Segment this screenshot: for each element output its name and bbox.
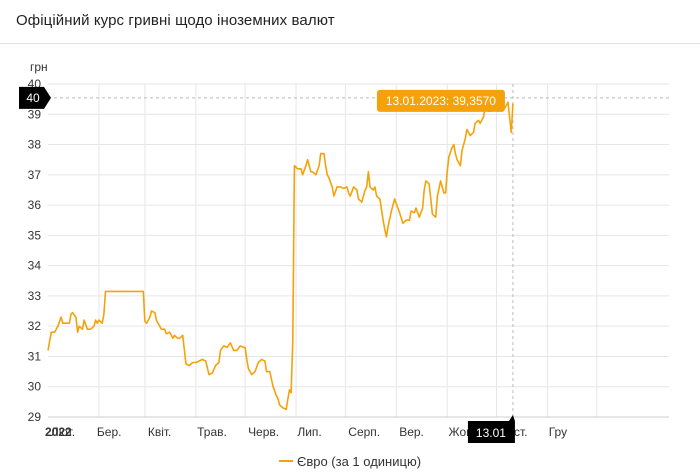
y-tick-label: 31 [28,349,42,363]
crosshair-x-text: 13.01 [476,426,506,440]
x-tick-label: Лют. [51,425,75,439]
grid [48,83,669,418]
x-tick-label: Серп. [348,425,380,439]
y-tick-label: 35 [28,228,42,242]
tooltip-text: 13.01.2023: 39,3570 [386,94,496,108]
crosshair: 40 13.01 [19,84,669,443]
x-tick-label: Гру [549,425,567,439]
y-tick-label: 37 [28,168,42,182]
legend-swatch [278,459,293,462]
y-axis: 29 30 31 32 33 34 35 36 37 38 39 40 [28,77,42,424]
y-tick-label: 36 [28,198,42,212]
crosshair-x-label: 13.01 [467,415,515,443]
y-tick-label: 32 [28,319,42,333]
y-tick-label: 33 [28,289,42,303]
header-divider [0,43,700,44]
y-tick-label: 30 [28,380,42,394]
x-tick-label: Вер. [399,425,424,439]
crosshair-y-text: 40 [26,91,40,105]
x-tick-label: Черв. [248,425,279,439]
y-tick-label: 34 [28,259,42,273]
tooltip: 13.01.2023: 39,3570 [376,89,505,112]
chart-title: Офіційний курс гривні щодо іноземних вал… [16,12,335,29]
series-line-euro[interactable] [47,101,514,411]
x-tick-label: Квіт. [148,425,172,439]
x-tick-label: 2022 [45,425,72,439]
y-tick-label: 39 [28,107,42,121]
tooltip-box [376,89,505,112]
series [47,101,514,411]
legend[interactable]: Євро (за 1 одиницю) [0,454,700,469]
x-tick-label: Бер. [97,425,122,439]
legend-label: Євро (за 1 одиницю) [296,454,422,469]
y-tick-label: 29 [28,410,42,424]
y-tick-label: 38 [28,138,42,152]
y-axis-label: грн [30,60,48,74]
x-tick-label: Трав. [197,425,227,439]
crosshair-y-label: 40 [19,86,51,109]
x-tick-label: Лип. [297,425,321,439]
